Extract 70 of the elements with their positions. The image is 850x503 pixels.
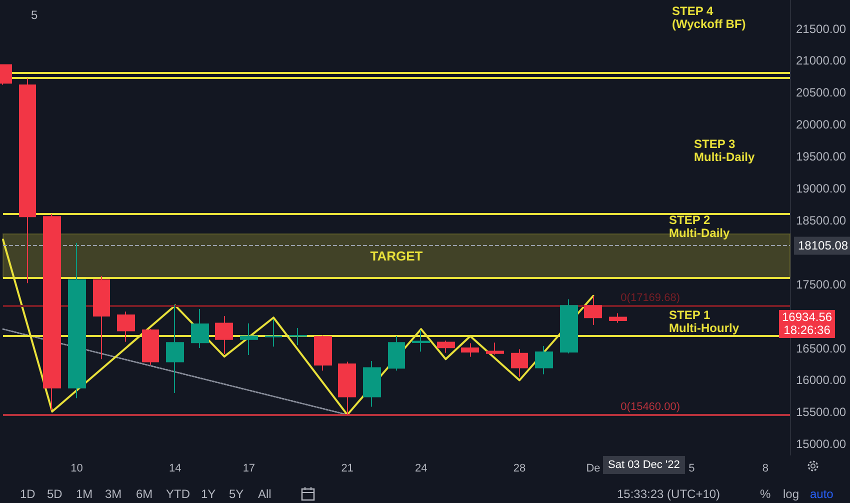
- annotation: STEP 3 Multi-Daily: [694, 137, 755, 164]
- y-tick-label: 20500.00: [796, 86, 846, 100]
- annotation: STEP 1 Multi-Hourly: [669, 308, 739, 336]
- text: 15:33:23 (UTC+10): [617, 487, 720, 502]
- text: YTD: [166, 487, 190, 502]
- candlestick: [191, 308, 209, 348]
- candlestick: [584, 295, 602, 326]
- y-tick-label: 15500.00: [796, 405, 846, 420]
- y-tick-label: 17500.00: [796, 277, 846, 292]
- text: 1M: [76, 487, 93, 502]
- candlestick: [412, 330, 430, 352]
- ref-line-label: 0(15460.00): [620, 401, 680, 414]
- text: log: [783, 487, 800, 502]
- candlestick: [215, 315, 233, 355]
- annotation: 5: [31, 8, 38, 22]
- text: 5Y: [229, 487, 244, 502]
- x-tick-label: 17: [242, 462, 256, 474]
- candlestick: [338, 361, 356, 416]
- text: %: [760, 487, 771, 502]
- candlestick: [93, 276, 110, 360]
- x-tick-label: 28: [513, 462, 526, 474]
- annotation: 16934.56 18:26:36: [779, 310, 836, 338]
- text: 1Y: [201, 487, 216, 502]
- annotation: STEP 2 Multi-Daily: [669, 213, 730, 240]
- annotation: STEP 4 (Wyckoff BF): [672, 4, 746, 32]
- candlestick: [265, 318, 282, 348]
- candlestick: [437, 340, 455, 354]
- text: Sat 03 Dec '22: [603, 456, 685, 474]
- y-tick-label: 15000.00: [796, 437, 846, 452]
- candlestick: [19, 78, 36, 284]
- ref-line-label: 0(17169.68): [620, 292, 680, 304]
- text: 6M: [136, 487, 153, 502]
- band-label: TARGET: [370, 248, 423, 264]
- candlestick: [486, 342, 504, 356]
- candlestick: [68, 242, 86, 399]
- y-tick-label: 18500.00: [796, 213, 846, 228]
- candlestick: [363, 360, 381, 408]
- candlestick: [289, 327, 307, 346]
- candlestick: [511, 348, 528, 378]
- text: All: [258, 487, 272, 502]
- x-tick-label: 14: [169, 462, 182, 474]
- ref-line-label: 18105.08: [798, 238, 848, 253]
- x-tick-label: 10: [70, 462, 83, 474]
- candlestick: [166, 304, 184, 394]
- candlestick: [388, 336, 405, 372]
- candlestick: [461, 342, 479, 358]
- y-tick-label: 21000.00: [796, 54, 846, 68]
- candlestick: [117, 311, 135, 342]
- y-tick-label: 19000.00: [796, 182, 846, 196]
- y-tick-label: 19500.00: [796, 150, 846, 164]
- x-tick-label: De: [586, 462, 600, 474]
- text: auto: [810, 487, 834, 502]
- candlestick: [560, 298, 578, 354]
- candlestick: [240, 322, 258, 356]
- candlestick: [314, 335, 332, 372]
- x-tick-label: 8: [762, 462, 768, 474]
- text: 5D: [47, 487, 62, 502]
- y-tick-label: 16500.00: [796, 341, 846, 356]
- candlestick: [609, 312, 627, 324]
- text: 3M: [105, 487, 122, 502]
- candlestick: [142, 328, 159, 366]
- x-tick-label: 5: [688, 462, 695, 474]
- candlestick: [43, 214, 61, 411]
- y-tick-label: 21500.00: [796, 22, 846, 36]
- x-tick-label: 24: [414, 462, 428, 474]
- x-tick-label: 21: [341, 462, 354, 474]
- y-tick-label: 20000.00: [796, 118, 846, 132]
- candlestick: [535, 345, 553, 375]
- y-tick-label: 16000.00: [796, 373, 846, 388]
- text: 1D: [20, 487, 36, 502]
